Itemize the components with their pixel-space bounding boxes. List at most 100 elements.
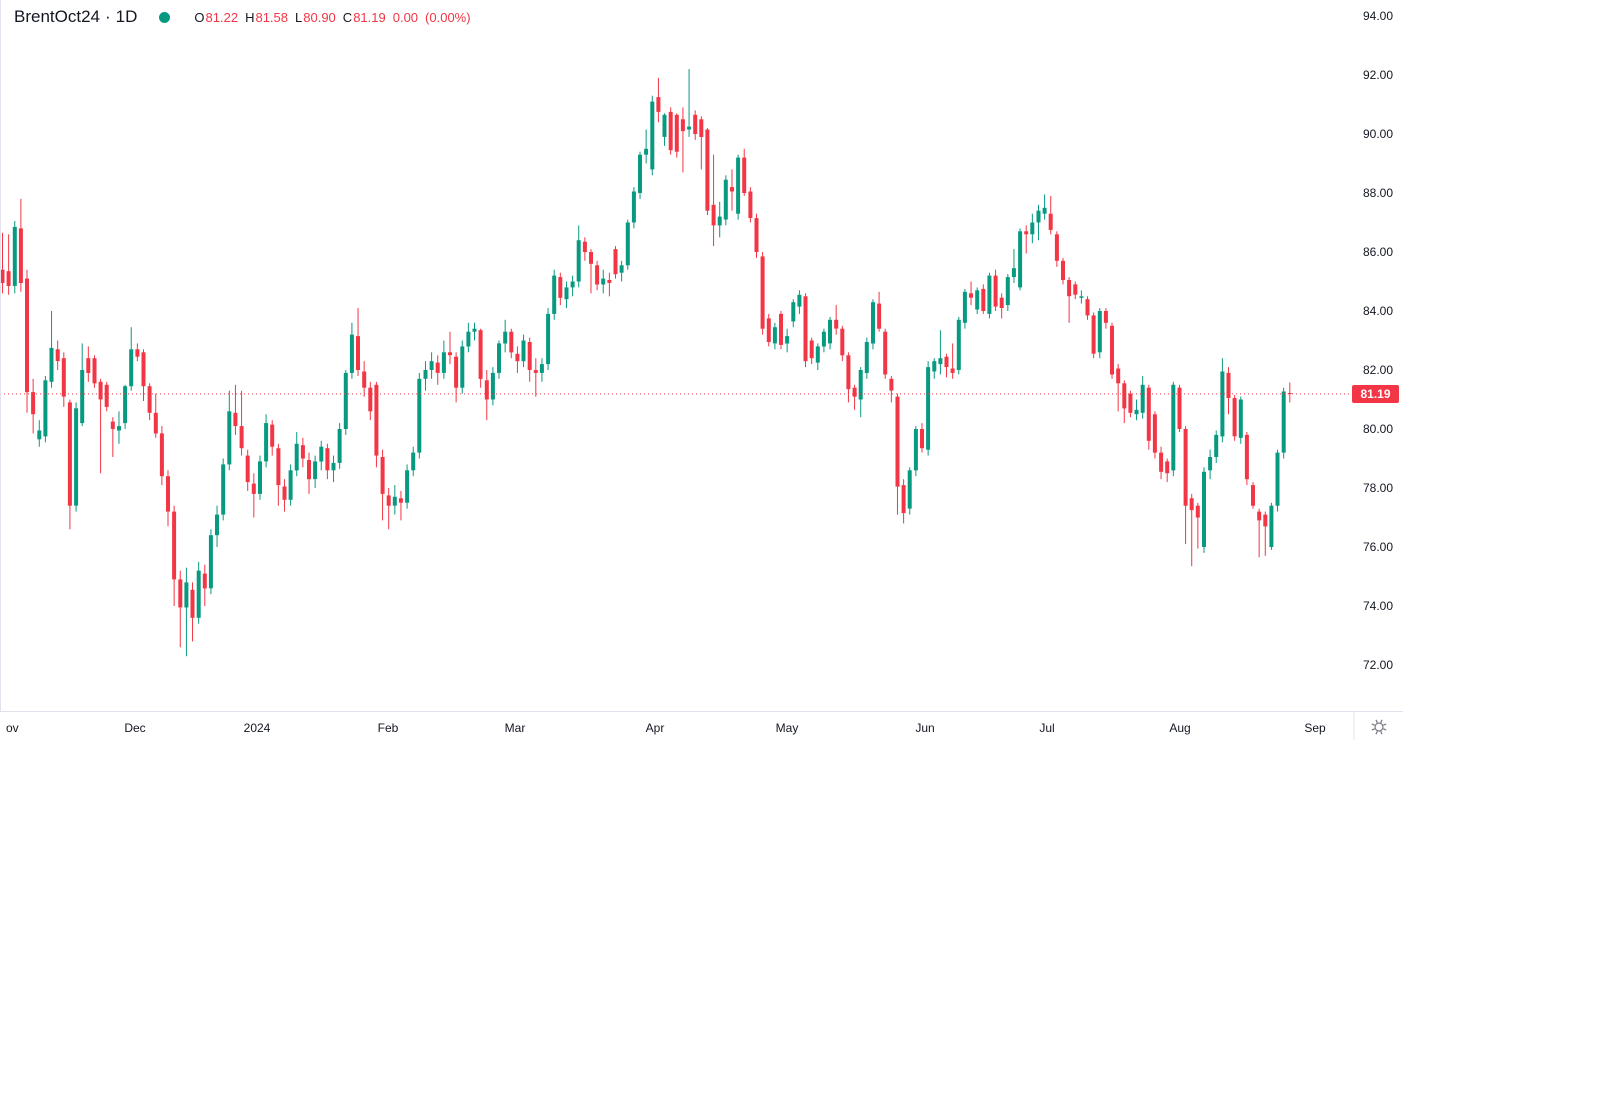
time-axis-label: 2024 [244, 721, 271, 735]
candle-body [484, 380, 489, 400]
candle-body [993, 275, 998, 307]
candle-body [497, 343, 501, 373]
candle [325, 443, 330, 480]
candle [552, 269, 557, 320]
candle [987, 272, 992, 319]
candle-body [680, 119, 685, 132]
candle-body [1091, 315, 1096, 354]
candle-body [92, 358, 97, 384]
candle [693, 110, 698, 140]
candle [398, 490, 403, 521]
gear-icon-tooth [1371, 723, 1375, 726]
candle-body [754, 218, 759, 252]
candle [288, 464, 293, 506]
candle [1005, 274, 1010, 311]
candle [558, 272, 563, 306]
candle-body [693, 114, 698, 134]
candle [349, 322, 354, 379]
candle-body [589, 252, 593, 264]
candle-body [889, 378, 894, 391]
candle [1287, 382, 1292, 403]
candle [141, 349, 146, 401]
candle-body [159, 433, 164, 477]
candle-body [601, 278, 606, 285]
candle-body [1146, 387, 1151, 441]
candle [55, 340, 60, 370]
candle [282, 479, 287, 512]
candle-body [877, 303, 882, 329]
candle [129, 327, 134, 391]
candle [962, 288, 967, 329]
symbol-legend[interactable]: BrentOct24 · 1D O 81.22 H 81.58 L 80.90 C 81… [14, 5, 471, 29]
candle-body [67, 402, 72, 506]
candle [1042, 194, 1047, 220]
candle [1024, 225, 1029, 254]
candle [699, 116, 704, 170]
candle-body [779, 313, 783, 345]
candle-body [668, 111, 673, 151]
candle [104, 381, 109, 412]
candle-body [742, 157, 747, 193]
candle-body [723, 179, 728, 220]
candle [178, 570, 183, 648]
time-axis[interactable]: ov Dec 2024 Feb Mar Apr May Jun Jul Aug Sep [6, 721, 1326, 735]
candle-body [288, 470, 293, 500]
candle [1269, 502, 1274, 550]
candle-body [582, 241, 587, 252]
candle [276, 443, 281, 506]
candle-body [631, 191, 636, 223]
candle-body [460, 346, 465, 388]
candle-body [1238, 399, 1243, 438]
interval-label[interactable]: 1D [115, 7, 138, 26]
candle-body [380, 457, 385, 494]
price-axis[interactable]: 94.00 92.00 90.00 88.00 86.00 84.00 82.00 80.00… [1363, 9, 1393, 672]
candle-body [466, 331, 471, 347]
candle-body [699, 119, 704, 137]
candle-body [736, 157, 741, 214]
candle [368, 381, 373, 421]
candle-body [337, 429, 342, 463]
candle-body [61, 358, 66, 397]
candlestick-chart-canvas[interactable]: 94.00 92.00 90.00 88.00 86.00 84.00 82.00 80.00… [0, 0, 1611, 745]
candle [448, 331, 452, 365]
candle [466, 322, 471, 353]
candle [307, 452, 311, 494]
candle [1103, 308, 1108, 329]
candle-body [821, 331, 826, 347]
candle-body [129, 349, 134, 387]
candle-body [417, 378, 422, 453]
candle-body [932, 361, 937, 372]
candle-body [711, 204, 716, 226]
candle-body [49, 347, 54, 382]
candle [343, 370, 348, 435]
candle [1226, 367, 1231, 415]
candle-body [251, 483, 256, 494]
candle [1195, 502, 1200, 549]
candle [86, 346, 91, 382]
candle [208, 529, 213, 595]
symbol-name[interactable]: BrentOct24 [14, 7, 100, 26]
candle-body [846, 355, 851, 390]
candle [92, 355, 97, 388]
gear-icon [1371, 719, 1387, 735]
time-axis-label: Dec [124, 721, 145, 735]
candle-body [178, 579, 183, 608]
candle-body [386, 495, 391, 506]
candle-body [215, 514, 219, 536]
candle-body [785, 336, 790, 344]
candle [441, 340, 446, 379]
candle-body [834, 319, 839, 329]
candle [864, 337, 869, 379]
candle [846, 352, 851, 403]
candle [1036, 204, 1041, 241]
candle [1110, 322, 1114, 379]
market-status-icon [159, 11, 171, 23]
candle [429, 352, 434, 379]
time-axis-label: ov [6, 721, 19, 735]
time-axis-settings-button[interactable] [1371, 719, 1387, 735]
candle-body [435, 362, 440, 373]
candle-body [12, 226, 17, 286]
time-axis-label: Feb [378, 721, 399, 735]
candle-body [43, 380, 48, 437]
candle [1067, 277, 1072, 323]
